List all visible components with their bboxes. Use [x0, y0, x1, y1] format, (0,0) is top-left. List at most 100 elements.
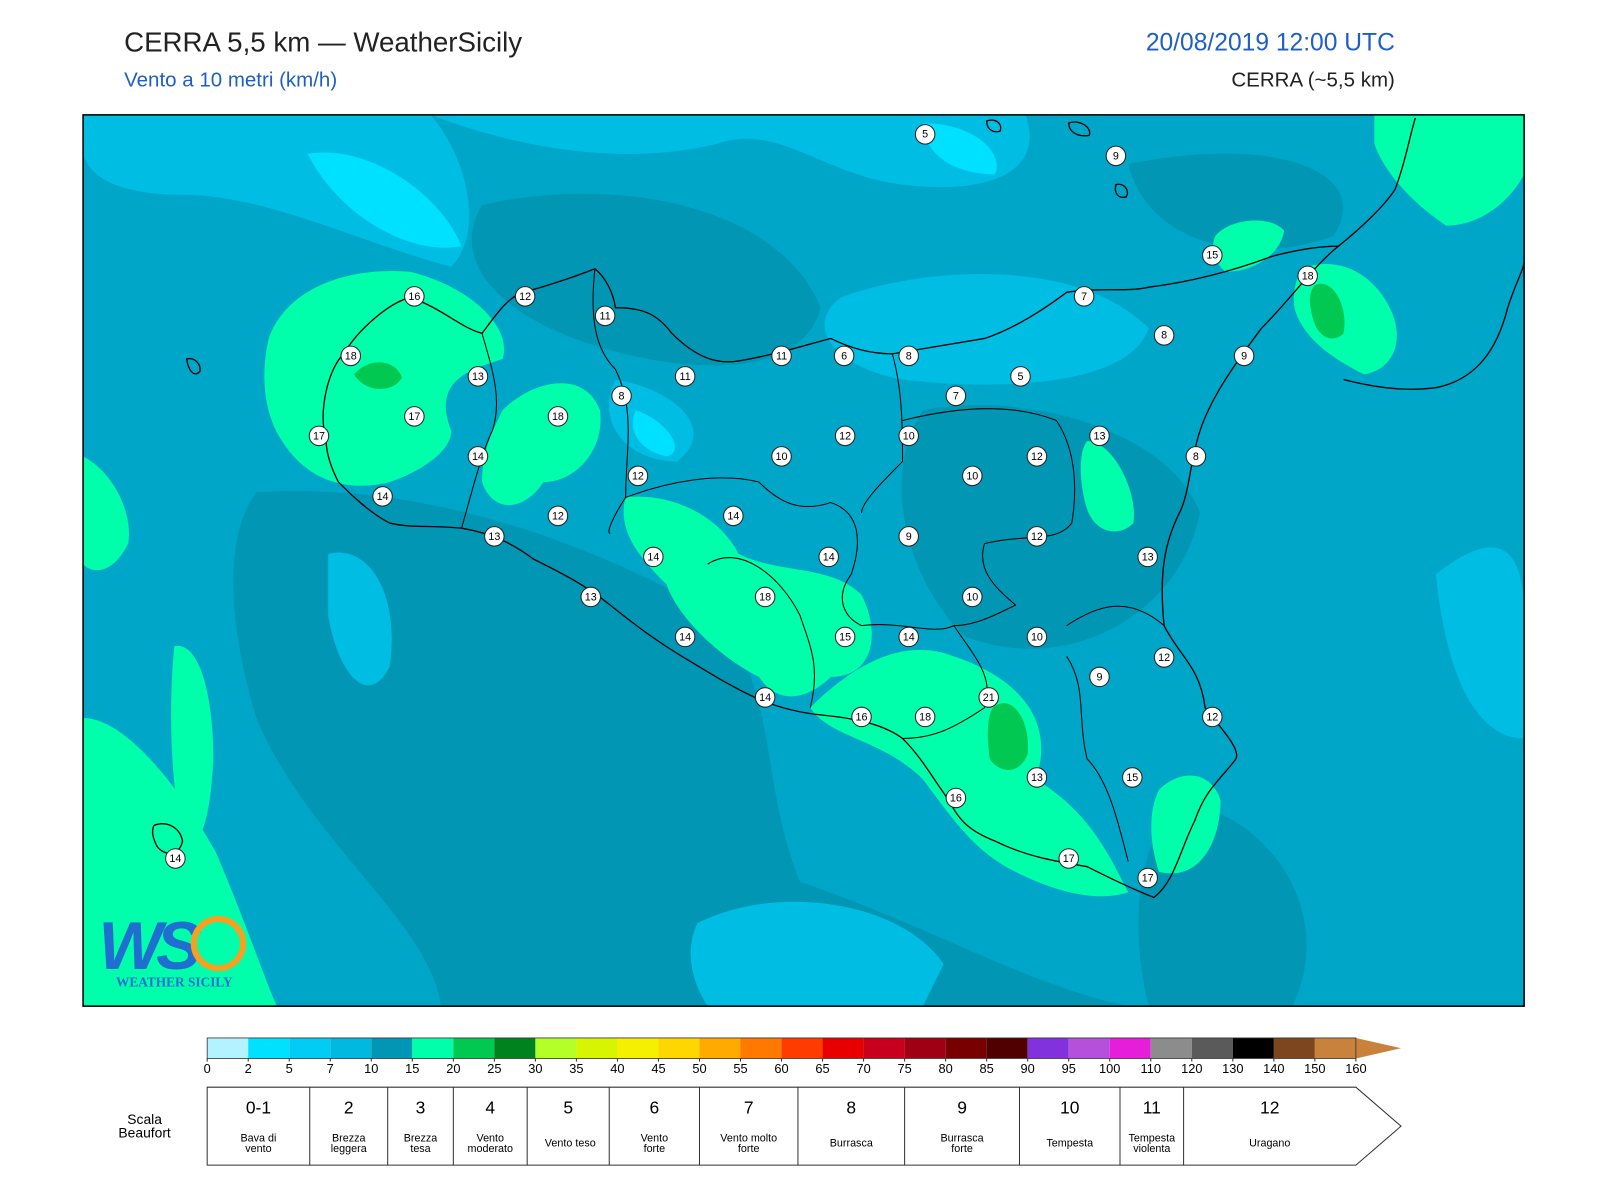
- beaufort-label-box: Vento teso: [545, 1138, 596, 1149]
- station-value: 10: [776, 451, 788, 463]
- station: 10: [771, 446, 792, 467]
- station-value: 17: [408, 411, 420, 423]
- beaufort-label: Vento forte: [640, 1132, 669, 1155]
- colorbar-tick-label: 40: [610, 1061, 624, 1076]
- colorbar-tick-label: 95: [1062, 1061, 1076, 1076]
- station-marker: [851, 706, 872, 728]
- station: 17: [1137, 867, 1158, 889]
- station: 14: [674, 626, 696, 648]
- station-marker: [898, 345, 919, 367]
- station: 14: [467, 446, 489, 467]
- station-marker: [898, 526, 919, 547]
- beaufort-label: Burrasca: [829, 1137, 873, 1150]
- colorbar-tick-label: 10: [364, 1061, 378, 1076]
- colorbar-swatch: [1273, 1037, 1315, 1059]
- station-value: 8: [1193, 451, 1199, 463]
- station: 8: [611, 385, 632, 407]
- colorbar-swatch: [1109, 1037, 1151, 1059]
- station: 15: [1202, 245, 1223, 266]
- beaufort-force: 5: [563, 1097, 573, 1117]
- colorbar-tick-label: 35: [569, 1061, 583, 1076]
- coastlines: [151, 117, 1525, 899]
- station-marker: [962, 586, 983, 608]
- station: 14: [165, 848, 186, 869]
- station: 16: [945, 787, 967, 809]
- station: 16: [404, 286, 425, 307]
- colorbar-swatch: [289, 1037, 331, 1059]
- station-value: 18: [1302, 270, 1314, 282]
- station: 10: [898, 425, 919, 447]
- colorbar-swatch: [740, 1037, 782, 1059]
- station-marker: [1026, 767, 1048, 788]
- station-value: 16: [856, 711, 868, 723]
- colorbar-tick-label: 15: [405, 1061, 419, 1076]
- station-value: 5: [1018, 371, 1024, 383]
- station-value: 9: [1113, 150, 1119, 162]
- station-value: 14: [679, 631, 691, 643]
- station-value: 17: [1063, 853, 1075, 865]
- station-value: 9: [1096, 671, 1102, 683]
- station-value: 21: [983, 692, 995, 704]
- colorbar-swatch: [986, 1037, 1028, 1059]
- colorbar-swatch: [535, 1037, 577, 1059]
- station-marker: [1202, 245, 1223, 266]
- beaufort-force: 11: [1143, 1097, 1161, 1117]
- station-marker: [978, 687, 999, 708]
- station-marker: [898, 425, 919, 447]
- station-value: 12: [1031, 531, 1043, 543]
- colorbar-tick-label: 65: [815, 1061, 829, 1076]
- station-marker: [754, 586, 776, 608]
- station: 13: [1137, 546, 1158, 568]
- station: 12: [627, 465, 649, 487]
- beaufort-label: Uragano: [1249, 1137, 1291, 1150]
- beaufort-label-box: Bava di vento: [240, 1133, 276, 1154]
- beaufort-label-box: Brezza leggera: [331, 1133, 367, 1154]
- station-marker: [1153, 325, 1175, 346]
- colorbar-swatch: [371, 1037, 413, 1059]
- colorbar-tick-label: 0: [204, 1061, 211, 1076]
- station: 14: [643, 546, 664, 568]
- beaufort-force: 6: [650, 1097, 660, 1117]
- station: 9: [898, 526, 919, 547]
- station-value: 12: [1206, 711, 1218, 723]
- station-value: 14: [472, 451, 484, 463]
- station: 13: [1026, 767, 1048, 788]
- beaufort-force: 4: [485, 1097, 495, 1117]
- station-value: 18: [919, 711, 931, 723]
- colorbar-swatch: [658, 1037, 700, 1059]
- beaufort-title-text: Scala Beaufort: [118, 1111, 171, 1141]
- beaufort-label: Brezza tesa: [403, 1132, 438, 1155]
- station-value: 15: [839, 631, 851, 643]
- station-value: 5: [922, 129, 928, 141]
- colorbar-tick-label: 130: [1222, 1061, 1243, 1076]
- colorbar-swatch: [1150, 1037, 1192, 1059]
- station-marker: [165, 848, 186, 869]
- colorbar-swatch: [453, 1037, 495, 1059]
- station-value: 14: [377, 491, 389, 503]
- station-marker: [643, 546, 664, 568]
- logo-sun: [190, 915, 247, 972]
- station: 18: [340, 345, 362, 367]
- station-value: 10: [1031, 631, 1043, 643]
- station-value: 13: [585, 591, 597, 603]
- station-value: 17: [313, 430, 325, 442]
- beaufort-label-box: Brezza tesa: [403, 1132, 438, 1155]
- logo-mark: WS: [98, 909, 201, 984]
- station-marker: [771, 345, 792, 367]
- station: 17: [308, 425, 330, 447]
- beaufort-title: Scala Beaufort: [118, 1111, 171, 1141]
- station-value: 14: [759, 692, 771, 704]
- beaufort-label: Burrasca forte: [940, 1132, 984, 1155]
- station-marker: [580, 586, 602, 608]
- station-marker: [1026, 626, 1048, 648]
- station: 8: [1185, 446, 1207, 467]
- station-marker: [674, 366, 696, 387]
- station-marker: [484, 526, 505, 547]
- station: 14: [723, 505, 744, 527]
- beaufort-label-box: Tempesta: [1046, 1138, 1093, 1149]
- station: 7: [945, 385, 967, 407]
- station-value: 10: [966, 470, 978, 482]
- station-marker: [674, 626, 696, 648]
- station: 12: [514, 286, 536, 307]
